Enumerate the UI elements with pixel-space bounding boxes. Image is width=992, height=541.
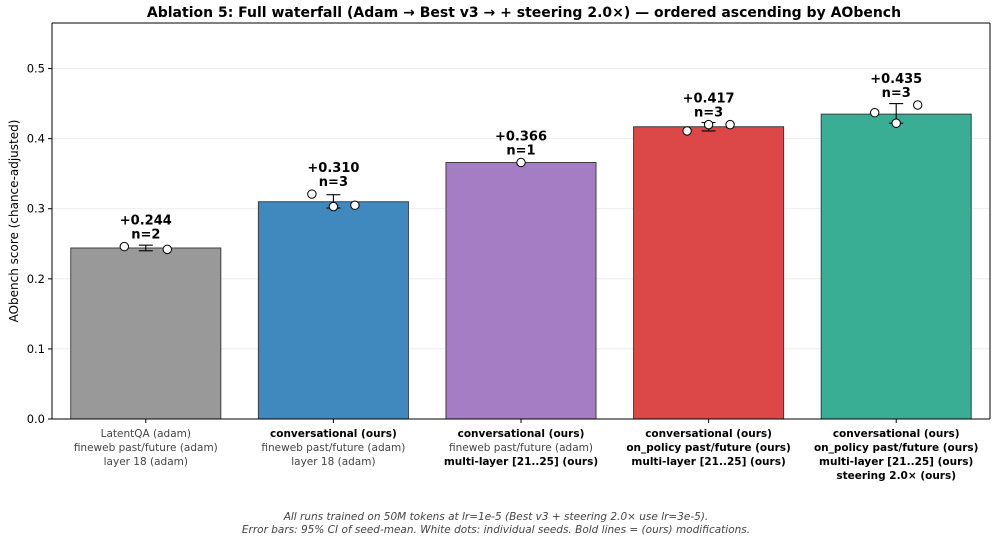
x-tick-label-line: on_policy past/future (ours)	[814, 442, 979, 454]
x-tick-label-line: multi-layer [21..25] (ours)	[444, 456, 598, 468]
bar-value-label: +0.366	[495, 129, 547, 144]
footnote-line-1: All runs trained on 50M tokens at lr=1e-…	[0, 511, 992, 523]
x-tick-label-line: conversational (ours)	[458, 428, 585, 440]
y-tick-label: 0.2	[27, 272, 45, 286]
seed-dot	[308, 190, 316, 198]
bar	[258, 202, 408, 419]
bar-n-label: n=1	[506, 143, 535, 158]
x-tick-label-line: multi-layer [21..25] (ours)	[819, 456, 973, 468]
bar	[821, 114, 971, 419]
bar-value-label: +0.435	[870, 72, 922, 87]
bar-n-label: n=3	[882, 86, 911, 101]
x-tick-label-line: conversational (ours)	[270, 428, 397, 440]
seed-dot	[517, 158, 525, 166]
seed-dot	[871, 109, 879, 117]
bar-n-label: n=3	[319, 175, 348, 190]
x-tick-label-line: layer 18 (adam)	[104, 456, 188, 468]
x-tick-label-line: steering 2.0× (ours)	[836, 470, 956, 482]
seed-dot	[683, 127, 691, 135]
y-tick-label: 0.0	[27, 412, 45, 426]
x-tick-label-line: conversational (ours)	[645, 428, 772, 440]
y-tick-label: 0.5	[27, 62, 45, 76]
y-tick-label: 0.4	[27, 132, 45, 146]
bar	[446, 162, 596, 419]
seed-dot	[329, 202, 337, 210]
y-tick-label: 0.1	[27, 342, 45, 356]
x-tick-labels: LatentQA (adam) fineweb past/future (adam…	[74, 428, 979, 482]
bar-n-label: n=2	[131, 228, 160, 243]
bar-n-label: n=3	[694, 106, 723, 121]
seed-dot	[892, 119, 900, 127]
bar	[71, 248, 221, 419]
seed-dot	[351, 201, 359, 209]
x-tick-label-line: fineweb past/future (adam)	[261, 442, 405, 454]
seed-dot	[704, 120, 712, 128]
bar	[634, 127, 784, 419]
seed-dot	[914, 101, 922, 109]
x-tick-label-line: fineweb past/future (adam)	[449, 442, 593, 454]
y-tick-label: 0.3	[27, 202, 45, 216]
x-tick-label-line: fineweb past/future (adam)	[74, 442, 218, 454]
x-tick-label-line: multi-layer [21..25] (ours)	[631, 456, 785, 468]
x-tick-label-line: LatentQA (adam)	[101, 428, 191, 440]
y-axis-label: AObench score (chance-adjusted)	[7, 120, 21, 323]
x-tick-label-line: conversational (ours)	[833, 428, 960, 440]
bar-value-label: +0.310	[307, 161, 359, 176]
footnote-line-2: Error bars: 95% CI of seed-mean. White d…	[0, 524, 992, 536]
seed-dot	[120, 242, 128, 250]
seed-dot	[163, 245, 171, 253]
bar-value-label: +0.417	[683, 92, 735, 107]
bar-value-label: +0.244	[120, 214, 172, 229]
x-tick-label-line: layer 18 (adam)	[291, 456, 375, 468]
x-tick-label-line: on_policy past/future (ours)	[626, 442, 791, 454]
chart-title: Ablation 5: Full waterfall (Adam → Best …	[147, 5, 901, 21]
seed-dot	[726, 120, 734, 128]
